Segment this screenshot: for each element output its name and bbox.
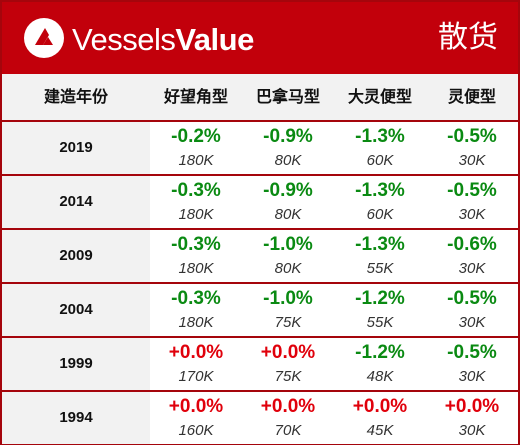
brand-part2: Value [175,22,254,57]
dwt-size: 30K [458,314,486,331]
dwt-size: 30K [458,152,486,169]
dwt-size: 60K [366,152,394,169]
dwt-size: 80K [274,260,302,277]
value-change: -0.5% [447,288,497,309]
table-row: 2004 -0.3% 180K -1.0% 75K -1.2% 55K -0.5% 30K [2,284,518,338]
column-header-handysize: 灵便型 [447,87,496,106]
dwt-size: 80K [274,206,302,223]
value-change: -1.3% [355,180,405,201]
table-row: 2009 -0.3% 180K -1.0% 80K -1.3% 55K -0.6% 30K [2,230,518,284]
value-change: -0.3% [171,288,221,309]
dwt-size: 70K [274,422,302,439]
dwt-size: 180K [178,314,214,331]
value-change: +0.0% [444,396,500,417]
table-row: 2014 -0.3% 180K -0.9% 80K -1.3% 60K -0.5% 30K [2,176,518,230]
value-change: -0.3% [171,234,221,255]
dwt-size: 30K [458,206,486,223]
column-header-build-year: 建造年份 [43,87,108,106]
value-change: -0.3% [171,180,221,201]
value-change: +0.0% [168,396,224,417]
value-change: -1.0% [263,288,313,309]
build-year-cell: 1994 [2,392,150,444]
dwt-size: 160K [178,422,214,439]
dwt-size: 80K [274,152,302,169]
table-row: 2019 -0.2% 180K -0.9% 80K -1.3% 60K -0.5% 30K [2,122,518,176]
value-change: -1.2% [355,288,405,309]
value-change: -0.9% [263,180,313,201]
column-header-panamax: 巴拿马型 [255,87,320,106]
column-header-capesize: 好望角型 [163,87,228,106]
vesselsvalue-logo-icon [24,18,64,58]
build-year-cell: 2009 [2,230,150,282]
dwt-size: 30K [458,368,486,385]
table-row: 1999 +0.0% 170K +0.0% 75K -1.2% 48K -0.5% 30K [2,338,518,392]
value-change: -0.9% [263,126,313,147]
value-change: +0.0% [260,396,316,417]
build-year-cell: 1999 [2,338,150,390]
dwt-size: 170K [178,368,214,385]
value-change: -0.2% [171,126,221,147]
value-change: +0.0% [352,396,408,417]
value-change: +0.0% [260,342,316,363]
dwt-size: 75K [274,314,302,331]
dwt-size: 30K [458,422,486,439]
table-row: 1994 +0.0% 160K +0.0% 70K +0.0% 45K +0.0% 30K [2,392,518,444]
dwt-size: 55K [366,260,394,277]
dwt-size: 180K [178,260,214,277]
value-change: -1.3% [355,234,405,255]
header-bar: VesselsValue 散货 [2,2,518,74]
value-change: +0.0% [168,342,224,363]
dwt-size: 55K [366,314,394,331]
build-year-cell: 2004 [2,284,150,336]
build-year-cell: 2014 [2,176,150,228]
dwt-size: 180K [178,152,214,169]
dwt-size: 60K [366,206,394,223]
brand-part1: Vessels [72,22,176,57]
value-change: -1.0% [263,234,313,255]
brand-wordmark: VesselsValue [72,22,254,58]
value-change: -1.3% [355,126,405,147]
dwt-size: 180K [178,206,214,223]
value-change: -1.2% [355,342,405,363]
dwt-size: 48K [366,368,394,385]
category-title: 散货 [438,20,498,55]
column-header-row: 建造年份 好望角型 巴拿马型 大灵便型 灵便型 [2,74,518,122]
value-change: -0.5% [447,126,497,147]
value-change: -0.5% [447,180,497,201]
column-header-supramax: 大灵便型 [347,87,412,106]
dwt-size: 45K [366,422,394,439]
dwt-size: 75K [274,368,302,385]
value-change: -0.6% [447,234,497,255]
build-year-cell: 2019 [2,122,150,174]
dwt-size: 30K [458,260,486,277]
value-change: -0.5% [447,342,497,363]
